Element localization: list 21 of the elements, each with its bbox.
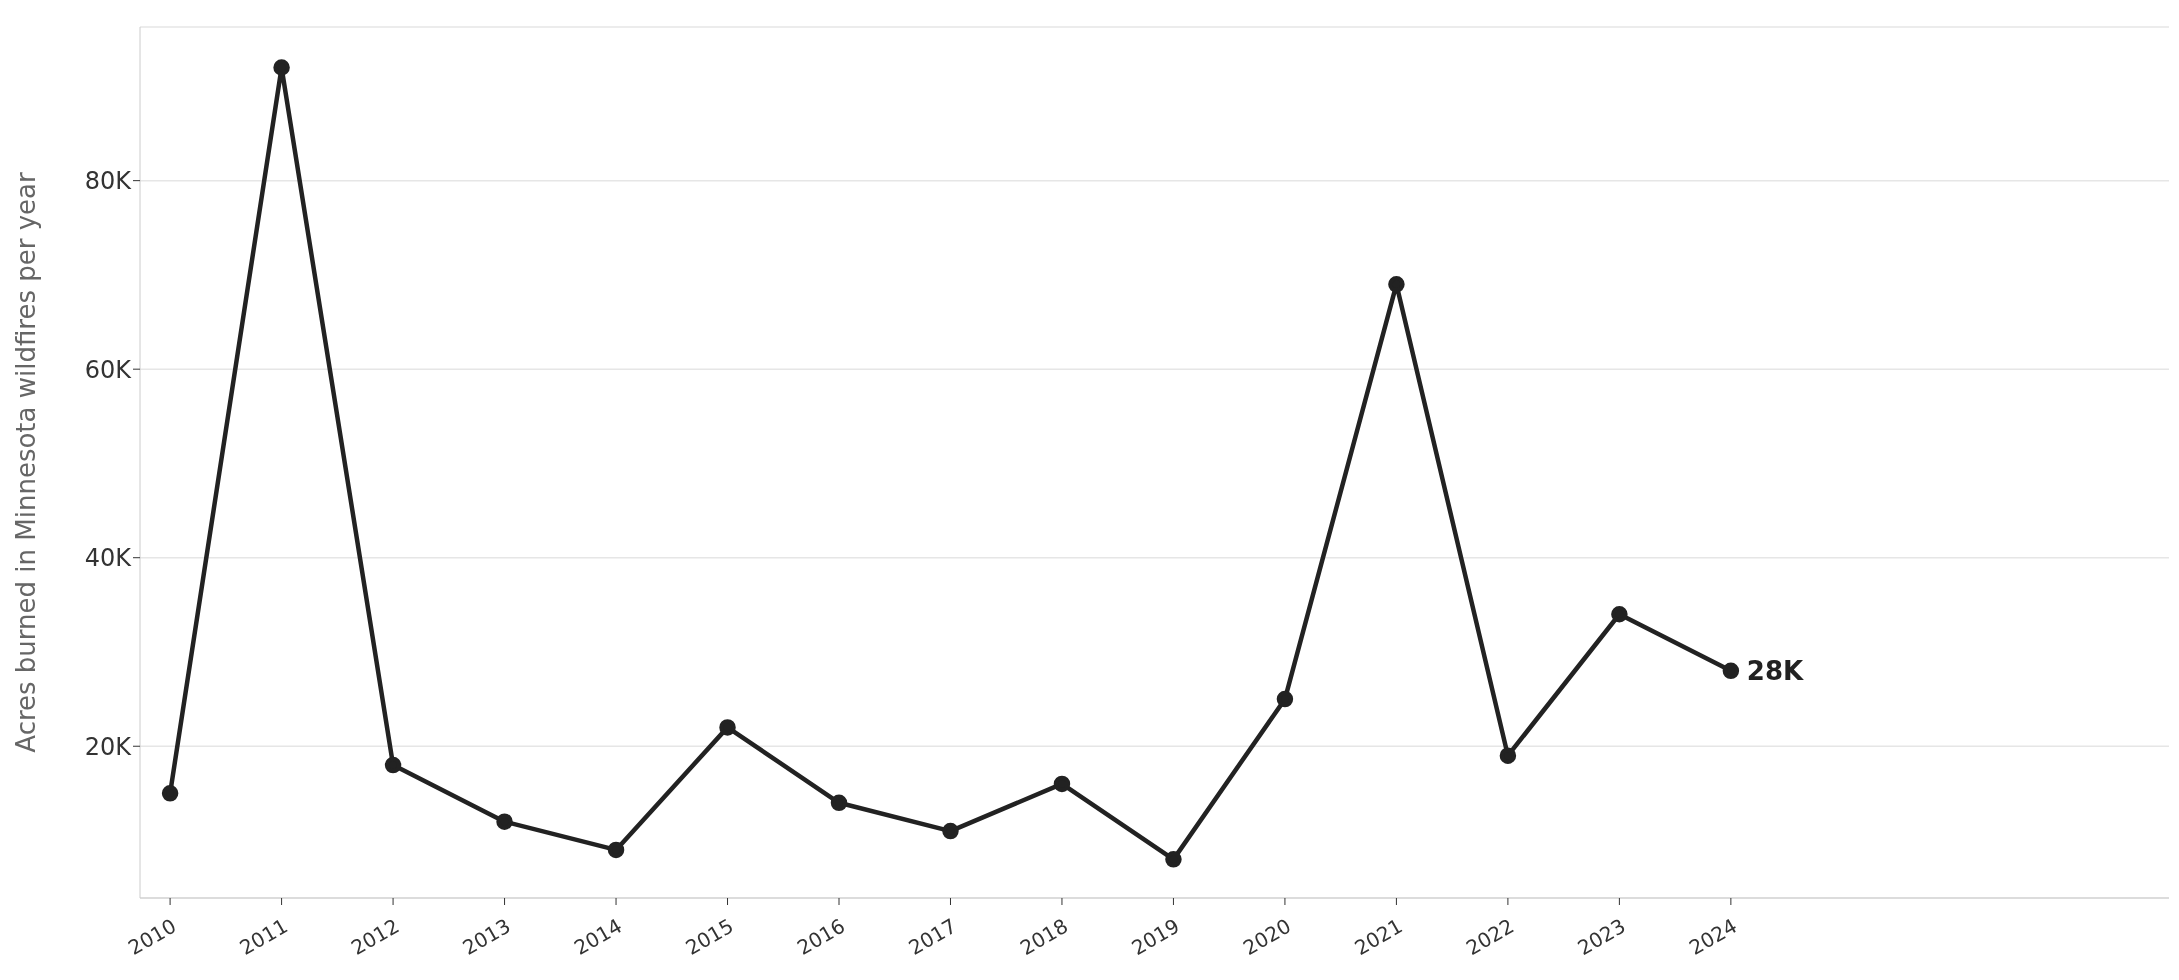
point xyxy=(384,756,402,774)
y-tick-label: 20K xyxy=(84,732,133,761)
point xyxy=(1053,775,1071,793)
y-tick-label: 80K xyxy=(84,167,133,196)
point xyxy=(1276,690,1294,708)
point xyxy=(273,59,290,76)
point xyxy=(1499,747,1517,764)
point xyxy=(942,822,959,840)
point xyxy=(496,813,513,830)
y-tick-label: 40K xyxy=(84,544,133,573)
point xyxy=(1611,606,1628,623)
point xyxy=(1165,851,1182,868)
point xyxy=(719,719,736,736)
point xyxy=(607,841,625,859)
point xyxy=(161,785,179,802)
point xyxy=(1722,662,1740,680)
point xyxy=(1388,276,1405,293)
annotation: 28K xyxy=(1746,656,1805,687)
point xyxy=(830,794,848,812)
y-axis-title: Acres burned in Minnesota wildfires per year xyxy=(11,171,42,753)
y-tick-label: 60K xyxy=(84,355,133,384)
